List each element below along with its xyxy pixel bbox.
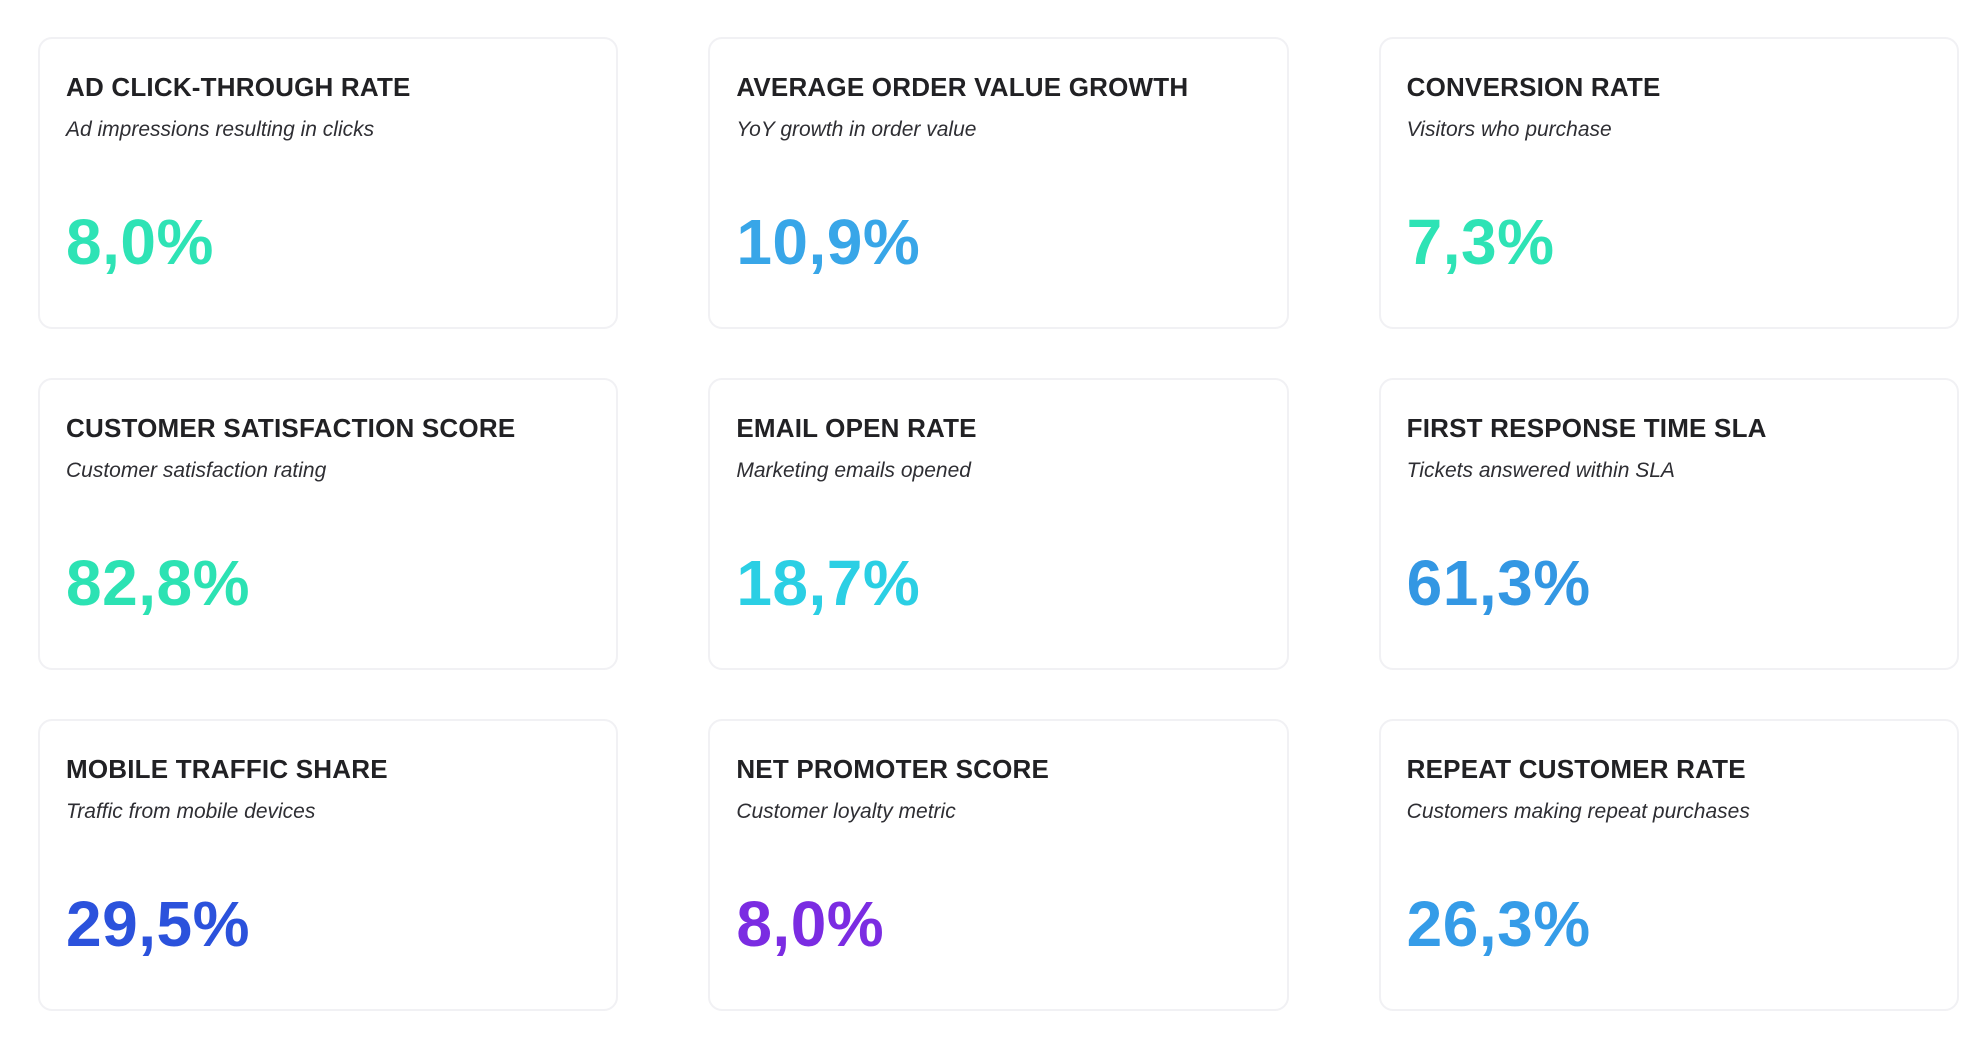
metric-title: FIRST RESPONSE TIME SLA	[1406, 413, 1767, 443]
metric-title: MOBILE TRAFFIC SHARE	[66, 754, 388, 784]
metric-subtitle: Traffic from mobile devices	[66, 799, 316, 823]
metric-title: AVERAGE ORDER VALUE GROWTH	[736, 72, 1189, 102]
metric-subtitle: Customer satisfaction rating	[66, 458, 327, 482]
metric-subtitle: Customers making repeat purchases	[1406, 799, 1750, 823]
metric-value: 8,0%	[66, 205, 214, 278]
metric-title: AD CLICK-THROUGH RATE	[66, 72, 411, 102]
metric-card-average-order-value-growth: AVERAGE ORDER VALUE GROWTH YoY growth in…	[708, 37, 1289, 329]
metric-value: 26,3%	[1406, 887, 1591, 960]
metric-subtitle: Ad impressions resulting in clicks	[66, 117, 375, 141]
metric-title: NET PROMOTER SCORE	[736, 754, 1050, 784]
metric-value: 61,3%	[1406, 546, 1591, 619]
metric-subtitle: Customer loyalty metric	[736, 799, 956, 823]
metric-subtitle: Marketing emails opened	[736, 458, 971, 482]
metric-card-mobile-traffic-share: MOBILE TRAFFIC SHARE Traffic from mobile…	[38, 719, 619, 1011]
metric-title: EMAIL OPEN RATE	[736, 413, 977, 443]
metric-title: REPEAT CUSTOMER RATE	[1406, 754, 1746, 784]
metric-subtitle: Visitors who purchase	[1406, 117, 1612, 141]
metric-value: 18,7%	[736, 546, 921, 619]
metric-value: 29,5%	[66, 887, 250, 960]
metric-card-customer-satisfaction-score: CUSTOMER SATISFACTION SCORE Customer sat…	[38, 378, 619, 670]
metric-value: 82,8%	[66, 546, 250, 619]
metric-value: 10,9%	[736, 205, 921, 278]
metric-card-repeat-customer-rate: REPEAT CUSTOMER RATE Customers making re…	[1378, 719, 1959, 1011]
metric-value: 7,3%	[1406, 205, 1555, 278]
metric-card-email-open-rate: EMAIL OPEN RATE Marketing emails opened …	[708, 378, 1289, 670]
metric-title: CUSTOMER SATISFACTION SCORE	[66, 413, 516, 443]
metric-card-ad-click-through-rate: AD CLICK-THROUGH RATE Ad impressions res…	[38, 37, 619, 329]
metric-subtitle: Tickets answered within SLA	[1406, 458, 1675, 482]
metric-title: CONVERSION RATE	[1406, 72, 1661, 102]
metric-subtitle: YoY growth in order value	[736, 117, 977, 141]
metric-card-net-promoter-score: NET PROMOTER SCORE Customer loyalty metr…	[708, 719, 1289, 1011]
metric-card-conversion-rate: CONVERSION RATE Visitors who purchase 7,…	[1378, 37, 1959, 329]
metric-card-first-response-time-sla: FIRST RESPONSE TIME SLA Tickets answered…	[1378, 378, 1959, 670]
metric-value: 8,0%	[736, 887, 885, 960]
